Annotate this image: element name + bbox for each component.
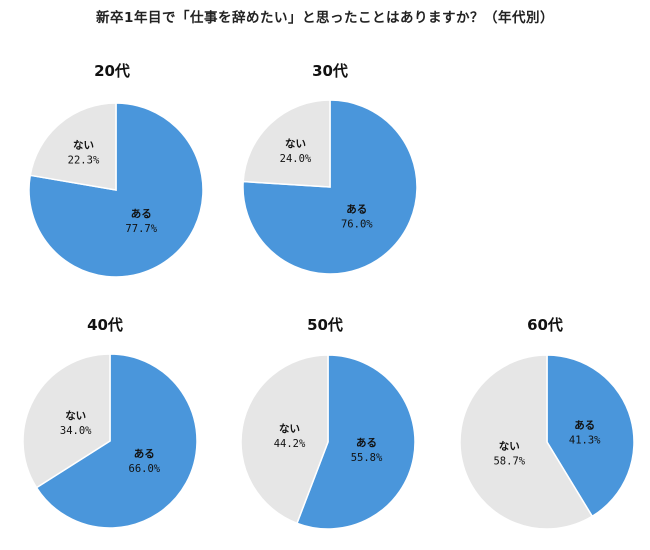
pie-slice-no (240, 354, 329, 525)
pie-slice-no (242, 99, 331, 188)
slice-category-label: ある (356, 436, 377, 449)
slice-value-label: 24.0% (280, 153, 312, 165)
pie-slice-yes (28, 102, 204, 278)
slice-value-label: 58.7% (493, 456, 525, 468)
pie-title: 20代 (94, 62, 130, 80)
slice-category-label: ない (73, 139, 94, 151)
pie-title: 50代 (307, 316, 343, 334)
pie-slice-yes (35, 353, 198, 529)
slice-category-label: ない (499, 441, 520, 453)
pie-title: 40代 (87, 316, 123, 334)
slice-category-label: ある (134, 447, 155, 460)
pie-slice-no (29, 102, 117, 191)
slice-category-label: ない (65, 410, 86, 422)
pie-title: 30代 (312, 62, 348, 80)
slice-category-label: ある (131, 207, 152, 220)
slice-category-label: ある (574, 418, 595, 431)
slice-value-label: 44.2% (274, 438, 306, 450)
slice-category-label: ない (279, 423, 300, 435)
slice-value-label: 55.8% (351, 452, 383, 464)
chart-title: 新卒1年目で「仕事を辞めたい」と思ったことはありますか？（年代別） (96, 10, 554, 26)
slice-category-label: ある (346, 203, 367, 216)
pie-slice-yes (296, 354, 416, 530)
pie-slice-no (459, 354, 594, 530)
slice-value-label: 41.3% (569, 434, 601, 446)
slice-value-label: 22.3% (68, 154, 100, 166)
pie-title: 60代 (527, 316, 563, 334)
slice-category-label: ない (285, 138, 306, 150)
pie-slice-no (22, 353, 111, 489)
slice-value-label: 34.0% (60, 425, 92, 437)
slice-value-label: 66.0% (129, 463, 161, 475)
slice-value-label: 76.0% (341, 219, 373, 231)
slice-value-label: 77.7% (125, 223, 157, 235)
pie-slice-yes (546, 354, 635, 518)
